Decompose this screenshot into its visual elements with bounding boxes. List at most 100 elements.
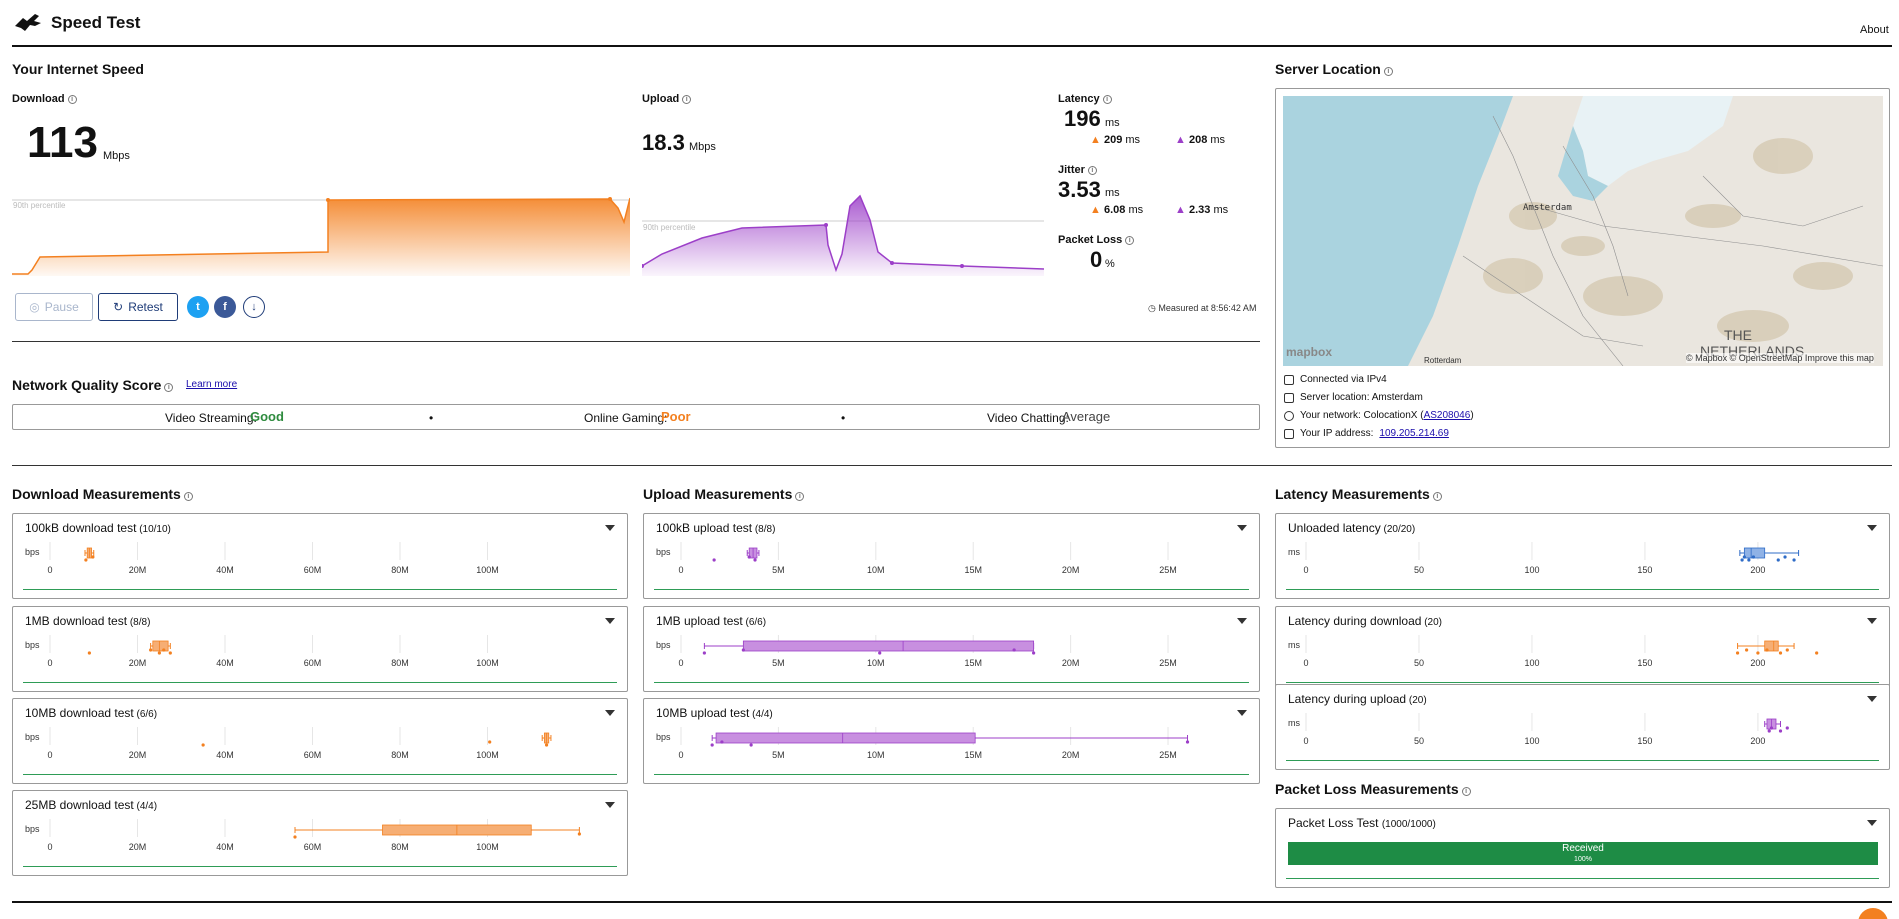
test-count: (4/4) — [133, 801, 158, 812]
data-point — [293, 835, 297, 839]
chevron-down-icon[interactable] — [605, 802, 615, 808]
mapbox-logo[interactable]: mapbox — [1286, 345, 1333, 359]
speed-section-title: Your Internet Speed — [12, 61, 144, 77]
info-icon[interactable]: i — [1102, 95, 1112, 104]
ip-row: Your IP address: 109.205.214.69 — [1284, 428, 1449, 439]
tick-label: 50 — [1414, 565, 1424, 575]
chevron-down-icon[interactable] — [605, 710, 615, 716]
tick-label: 100M — [476, 565, 499, 575]
data-point — [878, 651, 882, 655]
tick-label: 100 — [1524, 736, 1539, 746]
tick-label: 150 — [1637, 565, 1652, 575]
chevron-down-icon[interactable] — [605, 618, 615, 624]
header-divider — [12, 45, 1892, 47]
data-point — [720, 740, 724, 744]
info-icon[interactable]: i — [795, 492, 805, 501]
test-count: (6/6) — [742, 617, 767, 628]
map-attribution[interactable]: © Mapbox © OpenStreetMap Improve this ma… — [1686, 353, 1874, 363]
packet-received-label: Received — [1562, 843, 1604, 854]
data-point — [488, 740, 492, 744]
retest-button[interactable]: ↻ Retest — [98, 293, 178, 321]
packet-test-title: Packet Loss Test (1000/1000) — [1288, 816, 1436, 830]
chevron-down-icon[interactable] — [1867, 696, 1877, 702]
info-icon[interactable]: i — [1461, 787, 1471, 796]
measurement-card-title: 100kB upload test (8/8) — [656, 521, 775, 535]
tick-label: 40M — [216, 565, 234, 575]
tick-label: 80M — [391, 750, 409, 760]
info-icon[interactable]: i — [1087, 166, 1097, 175]
footer-divider — [12, 901, 1892, 903]
streaming-label: Video Streaming: — [165, 411, 257, 425]
info-icon[interactable]: i — [1125, 236, 1135, 245]
data-point — [741, 648, 745, 652]
tick-label: 0 — [1303, 736, 1308, 746]
download-value: 113 — [27, 118, 98, 167]
box-plot: 0 50 100 150 200 — [1303, 542, 1800, 575]
server-map[interactable] — [1283, 96, 1883, 366]
upload-value: 18.3 — [642, 130, 685, 155]
info-icon[interactable]: i — [67, 95, 77, 104]
packet-received-bar: Received 100% — [1288, 842, 1878, 865]
box-plot: 0 5M 10M 15M 20M 25M — [678, 542, 1177, 575]
tick-label: 80M — [391, 658, 409, 668]
about-link[interactable]: About — [1860, 24, 1889, 36]
chevron-down-icon[interactable] — [1867, 618, 1877, 624]
axis-unit-label: ms — [1288, 640, 1300, 650]
tick-label: 10M — [867, 658, 885, 668]
iqr-box — [742, 640, 1035, 652]
tick-label: 10M — [867, 565, 885, 575]
packet-loss-value: 0 — [1090, 247, 1103, 272]
tick-label: 15M — [964, 658, 982, 668]
info-icon[interactable]: i — [183, 492, 193, 501]
chevron-down-icon[interactable] — [1237, 618, 1247, 624]
map-country-label-1: THE — [1724, 327, 1752, 343]
chevron-down-icon[interactable] — [1867, 820, 1877, 826]
ip-link[interactable]: 109.205.214.69 — [1379, 428, 1449, 439]
data-point — [87, 651, 91, 655]
download-label: Download i — [12, 93, 77, 105]
pause-icon: ◎ — [29, 300, 40, 314]
measurement-card-title: Latency during upload (20) — [1288, 692, 1427, 706]
chevron-down-icon[interactable] — [605, 525, 615, 531]
data-point — [149, 648, 153, 652]
measurement-card: 25MB download test (4/4) bps 0 20M 40M 60M 80M… — [12, 790, 628, 876]
card-underline — [23, 774, 617, 775]
upload-user-icon: ▲ — [1175, 134, 1186, 146]
app-title: Speed Test — [51, 13, 141, 32]
axis-unit-label: ms — [1288, 718, 1300, 728]
tick-label: 200 — [1750, 565, 1765, 575]
learn-more-link[interactable]: Learn more — [186, 379, 238, 390]
tick-label: 25M — [1159, 750, 1177, 760]
test-count: (20) — [1421, 617, 1442, 628]
tick-label: 20M — [129, 565, 147, 575]
card-underline — [23, 682, 617, 683]
chevron-down-icon[interactable] — [1237, 525, 1247, 531]
data-point — [749, 743, 753, 747]
info-icon[interactable]: i — [164, 383, 174, 392]
asn-link[interactable]: AS208046 — [1423, 410, 1471, 421]
iqr-box — [715, 732, 976, 744]
chevron-down-icon[interactable] — [1867, 525, 1877, 531]
twitter-icon[interactable]: t — [187, 296, 209, 318]
test-name: 1MB download test — [25, 614, 128, 628]
card-underline — [654, 589, 1249, 590]
axis-unit-label: bps — [656, 732, 671, 742]
download-results-icon[interactable]: ↓ — [243, 296, 265, 318]
gaming-label: Online Gaming: — [584, 411, 668, 425]
packet-loss-unit: % — [1105, 258, 1115, 270]
facebook-icon[interactable]: f — [214, 296, 236, 318]
chevron-down-icon[interactable] — [1237, 710, 1247, 716]
tick-label: 60M — [304, 842, 322, 852]
info-icon[interactable]: i — [682, 95, 692, 104]
test-count: (10/10) — [136, 524, 171, 535]
data-point — [712, 558, 716, 562]
info-icon[interactable]: i — [1383, 67, 1393, 76]
pause-button[interactable]: ◎ Pause — [15, 293, 93, 321]
download-unit: Mbps — [103, 150, 130, 162]
box-plot: 0 20M 40M 60M 80M 100M — [47, 635, 499, 668]
info-icon[interactable]: i — [1432, 492, 1442, 501]
box-plot: 0 5M 10M 15M 20M 25M — [678, 727, 1190, 760]
test-count: (8/8) — [752, 524, 776, 535]
tick-label: 200 — [1750, 658, 1765, 668]
tick-label: 60M — [304, 750, 322, 760]
